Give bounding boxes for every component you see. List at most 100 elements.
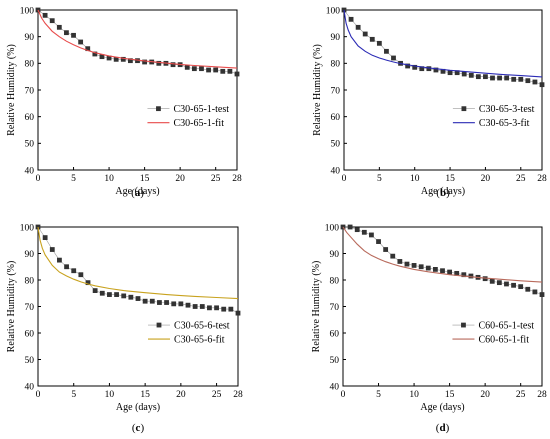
data-point — [419, 66, 425, 72]
y-tick-label: 70 — [331, 86, 341, 96]
legend-label: C30-65-6-test — [174, 321, 230, 332]
data-point — [213, 67, 219, 73]
data-point — [71, 32, 76, 38]
y-tick-label: 40 — [331, 166, 341, 176]
x-axis-title: Age (days) — [421, 186, 465, 197]
legend-label: C30-65-6-fit — [174, 335, 225, 346]
data-point — [511, 282, 516, 288]
data-point — [496, 280, 502, 286]
data-point — [532, 79, 538, 85]
data-point — [490, 75, 495, 81]
data-point — [114, 292, 119, 297]
data-point — [454, 70, 460, 76]
legend-label: C30-65-1-fit — [173, 118, 224, 129]
data-point — [539, 292, 545, 297]
data-point — [347, 224, 353, 230]
data-point — [369, 36, 375, 42]
x-tick-label: 0 — [36, 174, 41, 184]
x-tick-label: 20 — [175, 174, 185, 184]
x-tick-label: 10 — [105, 390, 115, 400]
y-tick-label: 60 — [331, 113, 341, 123]
x-tick-label: 15 — [445, 174, 455, 184]
data-point — [107, 292, 112, 297]
data-point — [447, 70, 453, 76]
data-point — [135, 58, 140, 64]
data-point — [391, 55, 396, 61]
panel-caption: (c) — [132, 422, 145, 434]
legend-label: C30-65-1-test — [173, 104, 229, 115]
x-tick-label: 25 — [516, 390, 526, 400]
x-tick-label: 5 — [71, 390, 76, 400]
data-point — [532, 289, 538, 295]
data-point — [120, 56, 126, 62]
y-tick-label: 80 — [331, 60, 341, 70]
y-tick-label: 80 — [25, 60, 35, 70]
y-tick-label: 50 — [331, 140, 341, 150]
x-tick-label: 0 — [342, 174, 347, 184]
plot-frame — [343, 9, 543, 171]
data-point — [511, 76, 517, 82]
data-point — [57, 257, 62, 263]
legend-item: C30-65-1-fit — [147, 118, 224, 129]
y-axis-title: Relative Humidity (%) — [312, 44, 323, 136]
data-point — [71, 268, 77, 274]
y-axis-title: Relative Humidity (%) — [6, 44, 17, 136]
series-line-C30-65-1-fit — [37, 9, 238, 69]
data-point — [92, 51, 98, 57]
data-point — [85, 46, 91, 52]
x-tick-label: 20 — [176, 390, 186, 400]
data-point — [355, 24, 361, 30]
x-tick-label: 10 — [409, 390, 419, 400]
data-point — [149, 298, 155, 304]
panel-caption: (a) — [131, 187, 144, 199]
x-tick-label: 28 — [233, 390, 243, 400]
data-point — [376, 40, 382, 46]
data-point — [497, 75, 502, 81]
legend-label: C30-65-3-test — [479, 104, 535, 115]
data-point — [78, 39, 84, 45]
data-point — [468, 72, 474, 78]
data-point — [235, 310, 241, 316]
data-point — [518, 284, 524, 290]
data-point — [171, 301, 177, 307]
data-point — [156, 60, 162, 66]
x-tick-label: 25 — [212, 390, 222, 400]
data-point — [361, 229, 367, 235]
x-tick-label: 25 — [516, 174, 526, 184]
y-tick-label: 100 — [20, 223, 35, 233]
legend-swatch-marker — [461, 106, 467, 112]
data-point — [539, 82, 545, 88]
y-tick-label: 100 — [325, 223, 340, 233]
y-tick-label: 50 — [25, 356, 35, 366]
data-point — [418, 264, 424, 270]
x-tick-label: 25 — [211, 174, 221, 184]
y-tick-label: 60 — [25, 113, 35, 123]
chart-panel-d: 40 50 60 70 80 90 100 0 5 10 15 20 25 28 Age (days) Rel… — [311, 223, 547, 434]
data-point — [468, 273, 474, 279]
legend-swatch-marker — [156, 106, 161, 112]
data-point — [411, 263, 417, 268]
x-tick-label: 15 — [140, 174, 150, 184]
data-point — [42, 12, 48, 18]
x-tick-label: 20 — [481, 174, 491, 184]
legend-item: C30-65-6-test — [148, 321, 230, 332]
y-tick-label: 100 — [326, 6, 341, 16]
y-axis-title: Relative Humidity (%) — [311, 261, 322, 353]
x-tick-label: 28 — [537, 390, 547, 400]
y-axis-title: Relative Humidity (%) — [6, 261, 17, 353]
y-tick-label: 40 — [25, 166, 35, 176]
y-tick-label: 70 — [330, 303, 340, 313]
x-tick-label: 10 — [410, 174, 420, 184]
legend-label: C30-65-3-fit — [479, 118, 530, 129]
data-point — [376, 239, 381, 244]
legend-item: C30-65-1-test — [147, 104, 229, 115]
data-point — [433, 67, 439, 73]
data-point — [92, 288, 98, 293]
data-point — [348, 16, 354, 22]
x-tick-label: 5 — [376, 390, 381, 400]
data-point — [128, 294, 134, 300]
data-point — [447, 269, 453, 275]
x-tick-label: 15 — [140, 390, 150, 400]
y-tick-label: 90 — [330, 250, 340, 260]
